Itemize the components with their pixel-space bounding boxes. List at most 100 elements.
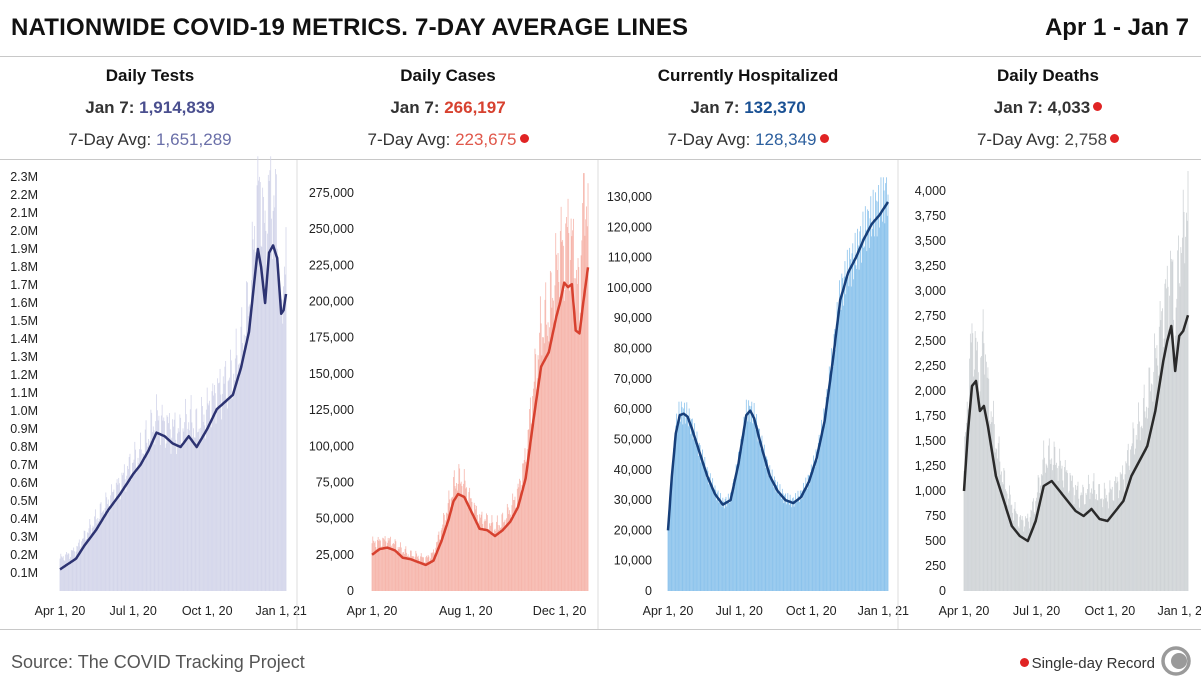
daily-bar [565,223,567,591]
y-tick-label: 1.4M [10,332,38,346]
daily-bar [72,550,74,591]
daily-bar [547,322,549,591]
daily-bar [868,247,870,591]
daily-bar [564,289,566,591]
record-dot-icon [519,134,529,143]
daily-bar [1077,481,1079,591]
daily-bar [539,332,540,591]
daily-bar [528,429,530,591]
daily-bar [136,472,137,591]
daily-bar [698,455,699,591]
daily-bar [771,469,773,591]
y-tick-label: 25,000 [316,548,354,562]
daily-bar [525,461,527,591]
daily-bar [1156,345,1158,591]
daily-bar [496,521,497,591]
daily-bar [503,521,505,591]
daily-bar [470,498,472,591]
daily-bar [745,421,746,591]
daily-bar [1120,474,1122,591]
x-tick-label: Apr 1, 20 [35,604,86,618]
daily-bar [787,493,789,591]
daily-bar [519,478,521,591]
daily-bar [431,553,433,591]
daily-bar [559,231,561,591]
daily-bar [1025,518,1027,591]
daily-bar [689,418,691,591]
daily-bar [537,355,539,591]
daily-bar [966,401,968,591]
daily-bar [97,518,99,591]
daily-bar [212,383,214,591]
daily-bar [1139,440,1141,591]
daily-bar [985,354,986,591]
daily-bar [70,557,71,591]
daily-bar [186,439,188,591]
daily-bar [1032,501,1033,591]
daily-bar [105,492,107,591]
daily-bar [873,219,875,592]
daily-bar [404,548,406,591]
daily-bar [855,265,857,591]
daily-bar [766,456,768,591]
daily-bar [814,464,815,591]
daily-bar [103,510,104,591]
daily-bar [99,519,100,591]
daily-bar [267,174,269,591]
daily-bar [1090,492,1092,591]
daily-bar [222,376,224,591]
daily-bar [989,420,990,591]
daily-bar [1107,501,1108,591]
daily-bar [100,502,102,591]
daily-bar [559,296,560,591]
daily-bar [257,156,259,592]
daily-bar [144,429,146,591]
daily-bar [1171,261,1173,591]
daily-bar [185,414,187,591]
daily-bar [806,484,807,591]
daily-bar [839,280,840,591]
daily-bar [233,373,235,591]
daily-bar [373,540,374,591]
daily-bar [219,368,221,591]
daily-bar [751,401,753,591]
daily-bar [208,405,210,591]
daily-bar [791,507,793,591]
daily-bar [529,397,531,591]
daily-bar [832,357,833,591]
daily-bar [754,423,756,591]
daily-bar [224,366,226,591]
daily-bar [795,493,797,591]
daily-bar [1167,286,1169,591]
y-tick-label: 130,000 [607,190,652,204]
y-tick-label: 150,000 [309,367,354,381]
daily-bar [773,487,775,591]
daily-bar [266,277,268,591]
daily-bar [373,542,375,591]
daily-bar [1058,465,1060,591]
daily-bar [536,378,538,591]
daily-bar [449,499,451,591]
daily-bar [120,490,122,591]
daily-bar [226,398,227,591]
y-tick-label: 1.3M [10,350,38,364]
daily-bar [417,555,419,591]
y-tick-label: 0.4M [10,512,38,526]
daily-bar [1142,398,1144,591]
daily-bar [67,553,69,591]
daily-bar [154,444,156,591]
daily-bar [833,334,835,591]
daily-bar [1138,421,1140,591]
daily-bar [846,249,848,591]
daily-bar [106,497,108,591]
daily-bar [581,240,583,591]
daily-bar [102,511,104,591]
daily-bar [111,492,113,591]
daily-bar [1056,468,1058,591]
daily-bar [200,427,202,591]
daily-bar [1081,494,1083,591]
daily-bar [274,207,276,591]
y-tick-label: 2.3M [10,170,38,184]
daily-bar [68,553,70,591]
daily-bar [540,323,542,591]
